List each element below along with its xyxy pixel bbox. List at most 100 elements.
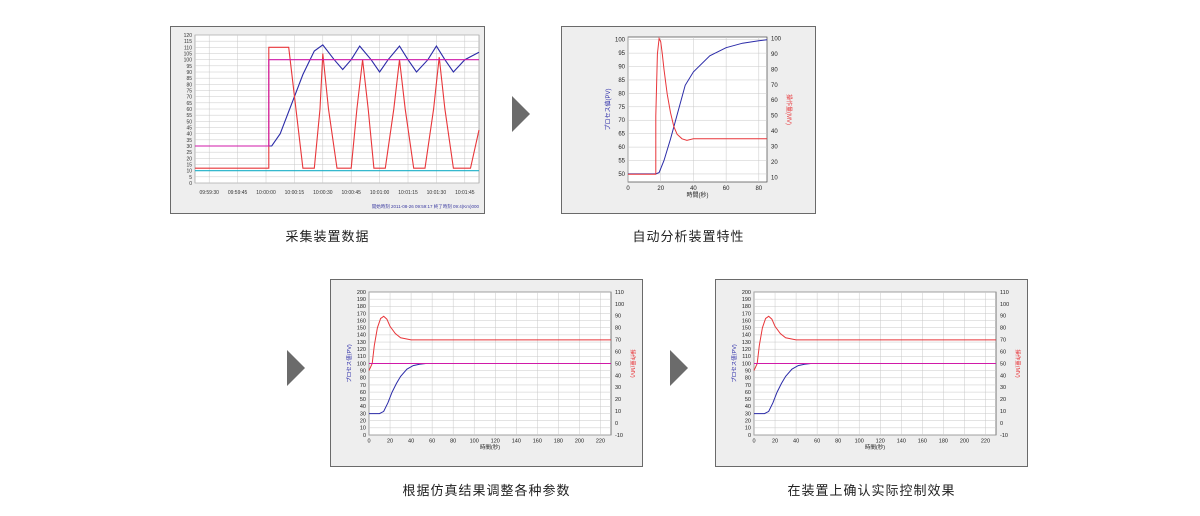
chart-1-x-tick-label: 10:01:45 [455,190,475,196]
chart-3-y-left-tick-label: 60 [360,390,366,396]
chart-4-y-right-tick-label: 70 [1000,338,1006,344]
chart-3-y-left-tick-label: 180 [357,304,366,310]
chart-4-y-right-tick-label: 100 [1000,302,1009,308]
chart-1-y-tick-label: 115 [184,39,192,45]
chart-1-y-tick-label: 5 [189,175,192,181]
chart-1-y-tick-label: 40 [186,132,192,138]
chart-3-y-left-tick-label: 160 [357,318,366,324]
chart-2-y-left-tick-label: 90 [618,65,625,71]
chart-3-y-right-tick-label: 40 [615,373,621,379]
chart-1-x-tick-label: 09:59:30 [199,190,219,196]
chart-3-y-left-tick-label: 200 [357,290,366,296]
chart-4-y-right-tick-label: 50 [1000,361,1006,367]
chart-4-x-tick-label: 160 [918,439,927,445]
chart-4-y-left-tick-label: 0 [748,433,751,439]
caption-4: 在装置上确认实际控制效果 [787,483,956,498]
chart-3-series-mv [368,315,611,371]
chart-1-footer-text: 開始時刻 2011-08-26 09:59:17 終了時刻 09:4(Km)00… [372,203,480,210]
chart-2-y-left-tick-label: 50 [618,172,625,178]
chart-3-y-right-axis-label: 操作量(MV) [629,349,637,378]
chart-4-y-right-tick-label: 20 [1000,397,1006,403]
chart-3-x-tick-label: 160 [533,439,542,445]
chart-4-y-left-tick-label: 190 [742,297,751,303]
arrow-right-icon [287,350,305,386]
chart-2-plot-area [627,36,768,183]
chart-4-y-left-tick-label: 160 [742,318,751,324]
chart-4-x-axis-label: 時間(秒) [865,443,885,451]
chart-2-y-left-tick-label: 65 [618,132,625,138]
chart-panel-1: 0 5 10 15 20 25 30 35 40 45 50 55 60 65 70 75 80 85 90 95 10… [170,26,485,214]
chart-1-x-tick-label: 10:00:15 [285,190,305,196]
chart-2-y-right-tick-label: 50 [771,114,778,120]
chart-3-x-axis-label: 時間(秒) [480,443,500,451]
chart-4-x-tick-label: 120 [876,439,885,445]
chart-1-y-tick-label: 25 [186,150,192,156]
chart-2-y-left-axis-label: プロセス値(PV) [604,88,612,130]
chart-2-x-tick-label: 0 [626,186,630,192]
chart-1-y-tick-label: 110 [184,45,192,51]
chart-3-y-left-tick-label: 80 [360,376,366,382]
chart-1-y-tick-label: 35 [186,138,192,144]
chart-4-y-right-tick-label: 60 [1000,349,1006,355]
chart-2-series-mv [628,36,767,175]
chart-1-y-tick-label: 80 [186,82,192,88]
chart-2-y-right-tick-label: 70 [771,83,778,89]
chart-4-y-left-tick-label: 50 [745,397,751,403]
chart-3-y-left-tick-label: 0 [363,433,366,439]
chart-1-x-tick-label: 09:59:45 [228,190,248,196]
chart-4-y-right-tick-label: 90 [1000,314,1006,320]
chart-3-y-left-axis-label: プロセス値(PV) [345,344,353,383]
chart-1-y-tick-label: 0 [189,181,192,187]
chart-4-y-left-tick-label: 30 [745,411,751,417]
chart-2-y-right-tick-label: 60 [771,98,778,104]
chart-4-x-tick-label: 140 [897,439,906,445]
chart-2-y-right-tick-label: 80 [771,67,778,73]
chart-1-x-tick-label: 10:01:15 [398,190,418,196]
chart-1-y-tick-label: 70 [186,95,192,101]
chart-4-x-tick-label: 220 [981,439,990,445]
chart-3-y-right-tick-label: 0 [615,421,618,427]
chart-2-y-left-tick-label: 85 [618,78,625,84]
chart-3-x-tick-label: 140 [512,439,521,445]
chart-4-series-pv [754,363,996,415]
chart-3-x-tick-label: 180 [554,439,563,445]
chart-2-x-tick-label: 20 [657,186,664,192]
chart-4-y-left-tick-label: 100 [742,361,751,367]
chart-3-y-left-tick-label: 130 [357,340,366,346]
chart-4-y-left-tick-label: 70 [745,383,751,389]
chart-4-x-tick-label: 180 [939,439,948,445]
chart-2-series-pv [628,39,768,175]
chart-1-x-tick-label: 10:00:45 [341,190,361,196]
chart-1-y-tick-label: 65 [186,101,192,107]
caption-2: 自动分析装置特性 [632,229,745,244]
chart-1-y-tick-label: 75 [186,89,192,95]
chart-1-y-tick-label: 85 [186,76,192,82]
chart-3-y-right-tick-label: 100 [615,302,624,308]
chart-2-y-left-tick-label: 95 [618,51,625,57]
chart-4-x-tick-label: 100 [855,439,864,445]
chart-4-y-left-tick-label: 10 [745,426,751,432]
chart-1-y-tick-label: 50 [186,119,192,125]
chart-2-svg: 0 20 40 60 80 50 55 60 65 70 75 80 85 90 95 100 10 20 30 40… [562,27,815,213]
chart-3-y-right-tick-label: 20 [615,397,621,403]
chart-2-y-right-tick-label: 40 [771,129,778,135]
chart-3-y-right-tick-label: 50 [615,361,621,367]
chart-1-x-tick-label: 10:00:00 [256,190,276,196]
chart-3-y-right-tick-label: 90 [615,314,621,320]
caption-1: 采集装置数据 [285,229,370,244]
chart-2-y-left-tick-label: 80 [618,91,625,97]
chart-2-y-right-tick-label: 10 [771,175,778,181]
chart-1-x-tick-label: 10:01:00 [370,190,390,196]
chart-1-y-tick-label: 60 [186,107,192,113]
chart-2-y-right-axis-label: 操作量(MV) [785,94,793,125]
chart-3-y-right-tick-label: 60 [615,349,621,355]
caption-3: 根据仿真结果调整各种参数 [402,483,571,498]
chart-panel-2: 0 20 40 60 80 50 55 60 65 70 75 80 85 90 95 100 10 20 30 40… [561,26,816,214]
chart-4-y-left-tick-label: 170 [742,311,751,317]
chart-1-y-tick-label: 95 [186,64,192,70]
chart-3-y-left-tick-label: 190 [357,297,366,303]
chart-1-svg: 0510152025303540455055606570758085909510… [171,27,484,213]
chart-3-x-tick-label: 100 [470,439,479,445]
chart-2-x-tick-label: 40 [690,186,697,192]
chart-3-y-left-tick-label: 140 [357,333,366,339]
